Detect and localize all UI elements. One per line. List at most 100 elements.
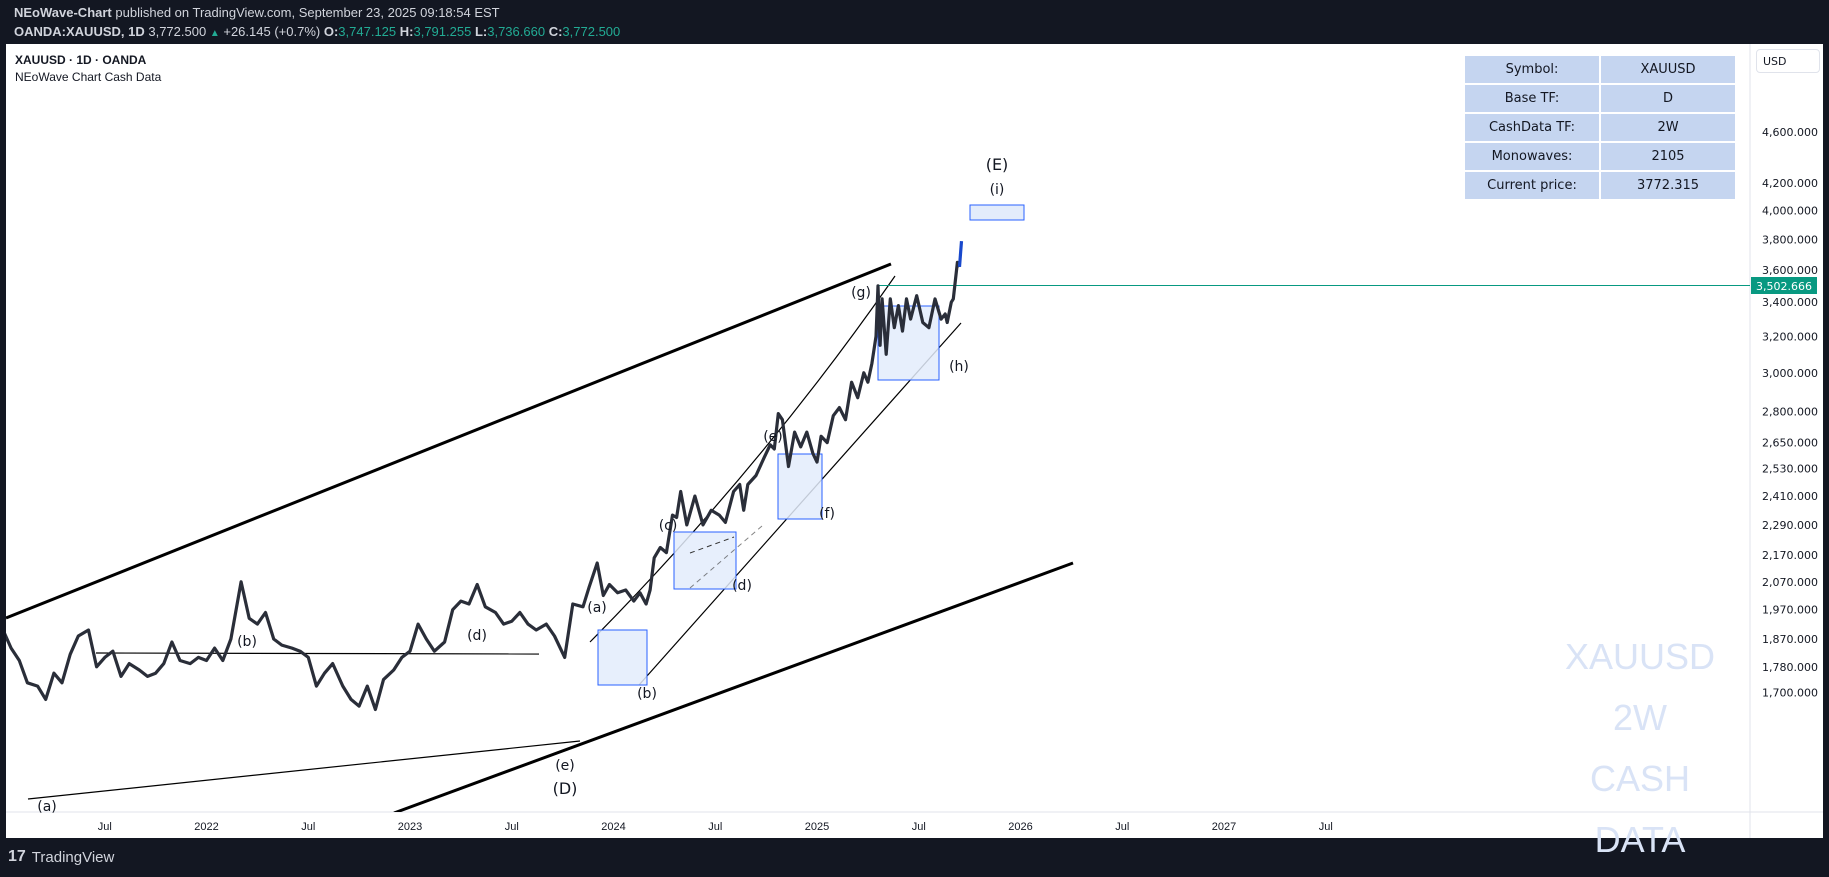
price-tick-label: 4,000.000 [1762, 205, 1818, 218]
time-tick-label: 2026 [1008, 821, 1032, 833]
wave-label[interactable]: (b) [237, 634, 257, 650]
wave-label[interactable]: (d) [732, 578, 752, 594]
price-tick-label: 2,800.000 [1762, 406, 1818, 419]
time-tick-label: 2022 [194, 821, 218, 833]
price-tick-label: 3,600.000 [1762, 264, 1818, 277]
lower-channel-line[interactable] [393, 561, 1074, 813]
footer: 17 TradingView [8, 848, 114, 866]
time-tick-label: 2025 [805, 821, 829, 833]
price-tick-label: 2,170.000 [1762, 549, 1818, 562]
watermark-symbol: XAUUSD [1564, 636, 1716, 677]
table-row: CashData TF: 2W [1463, 112, 1737, 143]
wave-label[interactable]: (d) [467, 628, 487, 644]
wave-box[interactable] [777, 453, 823, 520]
price-tick-label: 3,000.000 [1762, 367, 1818, 380]
time-tick-label: Jul [912, 821, 926, 833]
table-label: Base TF: [1463, 83, 1601, 114]
table-value: XAUUSD [1599, 54, 1737, 85]
last-price: 3,772.500 [148, 24, 207, 39]
table-value: 2W [1599, 112, 1737, 143]
table-row: Current price: 3772.315 [1463, 170, 1737, 201]
low-value: 3,736.660 [487, 24, 546, 39]
wave-label[interactable]: (e) [555, 758, 575, 774]
time-tick-label: 2027 [1212, 821, 1236, 833]
table-row: Symbol: XAUUSD [1463, 54, 1737, 85]
table-label: CashData TF: [1463, 112, 1601, 143]
price-tick-label: 1,870.000 [1762, 633, 1818, 646]
high-value: 3,791.255 [413, 24, 472, 39]
symbol-quote: OANDA:XAUUSD, 1D 3,772.500 ▲ +26.145 (+0… [14, 22, 620, 43]
table-value: D [1599, 83, 1737, 114]
wave-label[interactable]: (h) [949, 359, 969, 375]
table-row: Base TF: D [1463, 83, 1737, 114]
price-line[interactable] [3, 260, 961, 712]
triangle-upper-line[interactable] [95, 652, 540, 655]
table-label: Current price: [1463, 170, 1601, 201]
time-tick-label: Jul [98, 821, 112, 833]
price-tick-label: 2,290.000 [1762, 519, 1818, 532]
price-tick-label: 2,650.000 [1762, 437, 1818, 450]
low-label: L: [474, 24, 488, 39]
wave-label[interactable]: (a) [587, 600, 607, 616]
tradingview-logo-icon[interactable]: 17 [8, 848, 26, 865]
watermark-caption: CASH DATA [1589, 758, 1691, 860]
wave-label[interactable]: (g) [851, 285, 871, 301]
inner-channel-upper[interactable] [589, 275, 896, 643]
price-tag [1751, 277, 1817, 294]
wave-label[interactable]: (i) [990, 182, 1005, 198]
time-tick-label: Jul [1115, 821, 1129, 833]
time-tick-label: 2023 [398, 821, 422, 833]
dashed-line[interactable] [689, 525, 763, 589]
triangle-lower-line[interactable] [27, 740, 581, 800]
time-tick-label: Jul [301, 821, 315, 833]
table-label: Monowaves: [1463, 141, 1601, 172]
currency-button[interactable]: USD [1756, 49, 1820, 73]
wave-label[interactable]: (e) [763, 429, 783, 445]
price-tick-label: 4,200.000 [1762, 177, 1818, 190]
dashed-line[interactable] [689, 536, 735, 554]
time-tick-label: Jul [1319, 821, 1333, 833]
time-tick-label: Jul [505, 821, 519, 833]
table-value: 2105 [1599, 141, 1737, 172]
current-leg-line[interactable] [957, 240, 964, 268]
brand-name[interactable]: TradingView [31, 848, 115, 866]
wave-label[interactable]: (E) [986, 155, 1009, 174]
open-value: 3,747.125 [338, 24, 397, 39]
up-arrow-icon: ▲ [209, 28, 220, 39]
publisher-name[interactable]: NEoWave-Chart [14, 5, 112, 20]
time-tick-label: 2024 [601, 821, 625, 833]
price-tag-text: 3,502.666 [1756, 280, 1812, 293]
price-tick-label: 2,530.000 [1762, 463, 1818, 476]
chart-legend[interactable]: XAUUSD · 1D · OANDA NEoWave Chart Cash D… [15, 52, 161, 86]
time-tick-label: Jul [708, 821, 722, 833]
price-tick-label: 1,970.000 [1762, 604, 1818, 617]
price-tick-label: 2,070.000 [1762, 576, 1818, 589]
watermark-timeframe: 2W [1613, 697, 1667, 738]
price-tick-label: 3,400.000 [1762, 296, 1818, 309]
price-tick-label: 2,410.000 [1762, 490, 1818, 503]
open-label: O: [323, 24, 339, 39]
price-tick-label: 3,200.000 [1762, 330, 1818, 343]
publish-header: NEoWave-Chart published on TradingView.c… [14, 3, 620, 43]
close-label: C: [548, 24, 563, 39]
price-tick-label: 1,700.000 [1762, 687, 1818, 700]
wave-box[interactable] [597, 629, 648, 686]
wave-box[interactable] [673, 531, 737, 590]
wave-label[interactable]: (f) [819, 506, 835, 522]
wave-label[interactable]: (c) [659, 518, 678, 534]
table-value: 3772.315 [1599, 170, 1737, 201]
watermark: XAUUSD 2W CASH DATA [1540, 626, 1740, 870]
wave-label[interactable]: (b) [637, 686, 657, 702]
published-text: published on TradingView.com, September … [115, 5, 500, 20]
target-box[interactable] [969, 204, 1025, 221]
wave-label[interactable]: (D) [553, 779, 578, 798]
symbol-timeframe: OANDA:XAUUSD, 1D [14, 24, 145, 39]
price-change: +26.145 (+0.7%) [223, 24, 321, 39]
price-tick-label: 1,780.000 [1762, 661, 1818, 674]
wave-label[interactable]: (a) [37, 799, 57, 815]
close-value: 3,772.500 [562, 24, 621, 39]
upper-channel-line[interactable] [6, 262, 892, 620]
info-table: Symbol: XAUUSD Base TF: D CashData TF: 2W M… [1463, 54, 1737, 201]
high-label: H: [399, 24, 414, 39]
